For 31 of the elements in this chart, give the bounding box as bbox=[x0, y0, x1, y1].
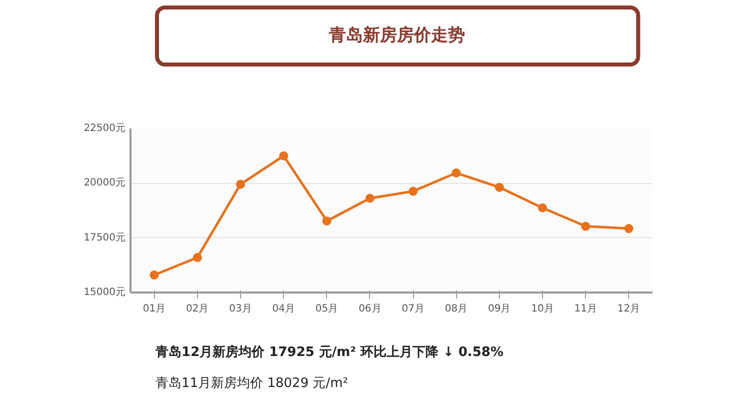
point bbox=[150, 270, 159, 280]
x-tick-label: 11月 bbox=[574, 304, 598, 314]
point bbox=[365, 194, 374, 203]
point bbox=[279, 151, 288, 160]
point bbox=[624, 224, 634, 234]
x-tick-label: 04月 bbox=[272, 304, 296, 314]
x-tick-label: 08月 bbox=[444, 304, 468, 314]
y-tick-label: 15000元 bbox=[84, 287, 126, 298]
point bbox=[236, 180, 246, 189]
x-tick-label: 07月 bbox=[402, 304, 424, 314]
point bbox=[452, 168, 461, 178]
y-tick-label: 22500元 bbox=[84, 123, 126, 134]
y-tick-label: 17500元 bbox=[84, 232, 126, 244]
text: 青岛11月新房均价 18029 元/m² bbox=[156, 375, 348, 391]
y-tick-label: 20000元 bbox=[84, 178, 126, 189]
point bbox=[322, 216, 332, 226]
point bbox=[538, 203, 547, 212]
chart-title: 青岛新房房价走势 bbox=[328, 26, 465, 46]
x-tick-label: 01月 bbox=[142, 304, 166, 314]
x-tick-label: 03月 bbox=[229, 304, 252, 314]
x-tick-label: 12月 bbox=[617, 304, 640, 314]
point bbox=[192, 253, 202, 262]
x-tick-label: 05月 bbox=[315, 304, 338, 314]
point bbox=[581, 222, 590, 231]
text: 青岛12月新房均价 17925 元/m² 环比上月下降 ↓ 0.58% bbox=[154, 344, 504, 360]
point bbox=[408, 186, 418, 196]
x-tick-label: 06月 bbox=[358, 304, 382, 314]
x-tick-label: 10月 bbox=[531, 304, 554, 314]
point bbox=[494, 182, 504, 192]
x-tick-label: 02月 bbox=[186, 304, 209, 314]
x-tick-label: 09月 bbox=[488, 304, 511, 314]
